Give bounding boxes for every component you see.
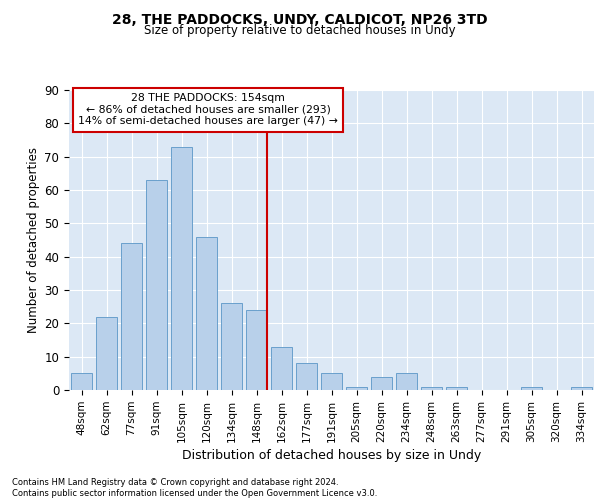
Bar — [71, 374, 92, 390]
Text: 28 THE PADDOCKS: 154sqm
← 86% of detached houses are smaller (293)
14% of semi-d: 28 THE PADDOCKS: 154sqm ← 86% of detache… — [78, 93, 338, 126]
Bar — [246, 310, 267, 390]
X-axis label: Distribution of detached houses by size in Undy: Distribution of detached houses by size … — [182, 449, 481, 462]
Text: Contains HM Land Registry data © Crown copyright and database right 2024.
Contai: Contains HM Land Registry data © Crown c… — [12, 478, 377, 498]
Bar — [321, 374, 342, 390]
Bar — [146, 180, 167, 390]
Bar — [221, 304, 242, 390]
Text: Size of property relative to detached houses in Undy: Size of property relative to detached ho… — [144, 24, 456, 37]
Y-axis label: Number of detached properties: Number of detached properties — [27, 147, 40, 333]
Bar — [171, 146, 192, 390]
Bar — [121, 244, 142, 390]
Bar — [96, 316, 117, 390]
Bar — [346, 386, 367, 390]
Bar — [521, 386, 542, 390]
Bar — [571, 386, 592, 390]
Bar — [396, 374, 417, 390]
Bar — [196, 236, 217, 390]
Bar — [271, 346, 292, 390]
Bar — [371, 376, 392, 390]
Bar — [421, 386, 442, 390]
Bar — [446, 386, 467, 390]
Text: 28, THE PADDOCKS, UNDY, CALDICOT, NP26 3TD: 28, THE PADDOCKS, UNDY, CALDICOT, NP26 3… — [112, 12, 488, 26]
Bar — [296, 364, 317, 390]
